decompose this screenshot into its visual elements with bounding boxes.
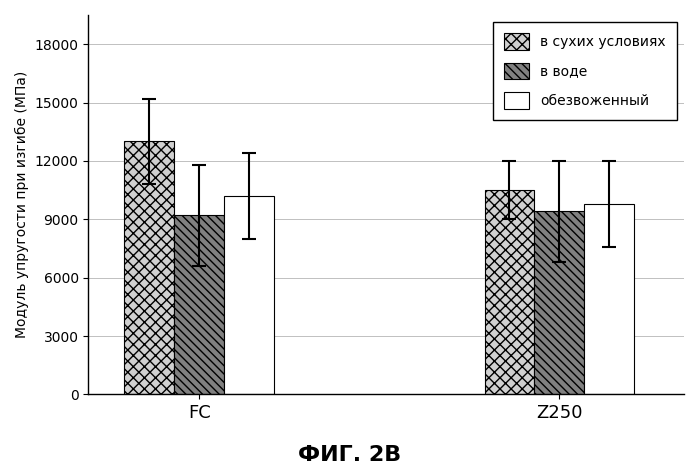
Bar bbox=[174, 215, 224, 394]
Bar bbox=[224, 196, 274, 394]
Legend: в сухих условиях, в воде, обезвоженный: в сухих условиях, в воде, обезвоженный bbox=[493, 22, 677, 120]
Text: ФИГ. 2В: ФИГ. 2В bbox=[298, 445, 401, 465]
Y-axis label: Модуль упругости при изгибе (МПа): Модуль упругости при изгибе (МПа) bbox=[15, 71, 29, 338]
Bar bbox=[484, 190, 535, 394]
Bar bbox=[584, 204, 634, 394]
Bar bbox=[535, 212, 584, 394]
Bar bbox=[124, 141, 174, 394]
